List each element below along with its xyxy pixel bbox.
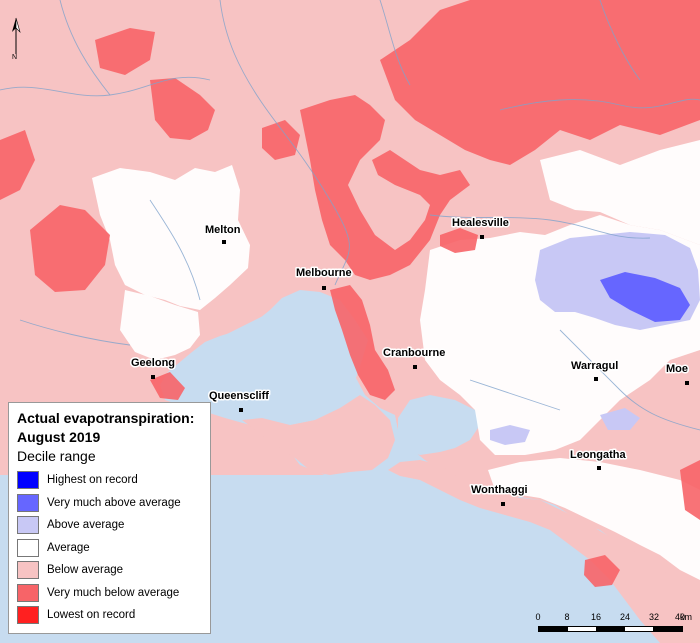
legend-swatch <box>17 606 39 625</box>
legend-label: Below average <box>47 564 124 577</box>
svg-text:Leongatha: Leongatha <box>570 449 626 461</box>
svg-text:Queenscliff: Queenscliff <box>209 390 269 402</box>
town-cranbourne: Cranbourne <box>382 346 447 369</box>
town-geelong: Geelong <box>130 356 177 379</box>
legend-swatch <box>17 471 39 490</box>
very-much-below-zone-nw <box>95 28 155 75</box>
very-much-below-zone-healesville <box>440 228 478 253</box>
scale-tick: 40 <box>674 612 686 622</box>
town-queenscliff: Queenscliff <box>208 389 271 412</box>
scale-bar: 0 8 16 24 32 40 km <box>530 612 692 636</box>
legend-label: Highest on record <box>47 474 138 487</box>
above-average-zone-south <box>490 425 530 445</box>
legend-label: Lowest on record <box>47 609 136 622</box>
town-healesville: Healesville <box>451 216 510 239</box>
legend-swatch <box>17 516 39 535</box>
legend-item-below: Below average <box>17 559 202 582</box>
svg-text:Warragul: Warragul <box>571 360 618 372</box>
legend-item-very-much-below: Very much below average <box>17 582 202 605</box>
very-much-below-zone-geelong <box>150 372 185 400</box>
north-arrow: N <box>8 16 24 62</box>
western-port-bay <box>398 395 480 455</box>
very-much-below-zone-west <box>150 78 215 140</box>
very-much-below-zone-ranges <box>300 95 470 280</box>
legend-label: Above average <box>47 519 125 532</box>
legend-subtitle: Decile range <box>17 448 96 464</box>
average-zone-south-west <box>120 290 200 360</box>
very-much-below-zone-east-edge <box>680 460 700 520</box>
scale-tick: 16 <box>590 612 602 622</box>
town-warragul: Warragul <box>570 359 620 381</box>
legend-item-very-much-above: Very much above average <box>17 492 202 515</box>
legend-item-lowest: Lowest on record <box>17 604 202 627</box>
average-zone-south-gippsland <box>488 458 700 580</box>
average-zone-west-hills <box>540 140 700 245</box>
north-arrow-icon <box>12 17 21 54</box>
scale-unit: km <box>680 612 692 622</box>
legend-swatch <box>17 561 39 580</box>
north-label: N <box>12 54 18 61</box>
port-phillip-bay <box>205 293 362 402</box>
legend-label: Very much below average <box>47 586 180 599</box>
svg-text:Cranbourne: Cranbourne <box>383 347 445 359</box>
very-much-below-zone-corridor <box>330 285 395 400</box>
town-leongatha: Leongatha <box>569 448 628 470</box>
town-melton: Melton <box>204 223 242 244</box>
svg-text:Wonthaggi: Wonthaggi <box>471 484 528 496</box>
legend-title: Actual evapotranspiration: <box>17 410 195 426</box>
mornington-peninsula <box>242 395 395 475</box>
legend-swatch <box>17 493 39 512</box>
scale-tick: 0 <box>535 612 541 622</box>
legend-swatch <box>17 583 39 602</box>
legend-item-highest: Highest on record <box>17 469 202 492</box>
legend-label: Very much above average <box>47 496 181 509</box>
legend-item-above: Above average <box>17 514 202 537</box>
svg-text:Melton: Melton <box>205 224 241 236</box>
scale-tick: 24 <box>619 612 631 622</box>
svg-text:Geelong: Geelong <box>131 357 175 369</box>
south-coast-land <box>388 460 700 643</box>
legend-period: August 2019 <box>17 429 101 445</box>
svg-text:Moe: Moe <box>666 363 688 375</box>
legend-label: Average <box>47 541 90 554</box>
town-wonthaggi: Wonthaggi <box>470 483 529 506</box>
scale-bar-graphic <box>538 626 683 632</box>
town-moe: Moe <box>665 362 690 385</box>
very-much-below-zone-left-edge <box>0 130 35 200</box>
above-average-zone-small <box>600 408 640 430</box>
very-much-below-zone-south-tip <box>584 555 620 587</box>
rivers <box>0 0 700 431</box>
legend: Actual evapotranspiration: August 2019 D… <box>8 402 211 634</box>
scale-tick: 8 <box>564 612 570 622</box>
average-zone-melton <box>92 165 250 310</box>
very-much-below-zone-hill <box>262 120 300 160</box>
very-much-below-zone-north <box>380 0 700 165</box>
town-melbourne: Melbourne <box>295 266 353 290</box>
svg-text:Melbourne: Melbourne <box>296 267 352 279</box>
very-much-below-zone-ring <box>30 205 110 292</box>
very-much-above-average-zone <box>600 272 690 322</box>
svg-text:Healesville: Healesville <box>452 217 509 229</box>
legend-item-average: Average <box>17 537 202 560</box>
legend-swatch <box>17 538 39 557</box>
scale-tick: 32 <box>648 612 660 622</box>
